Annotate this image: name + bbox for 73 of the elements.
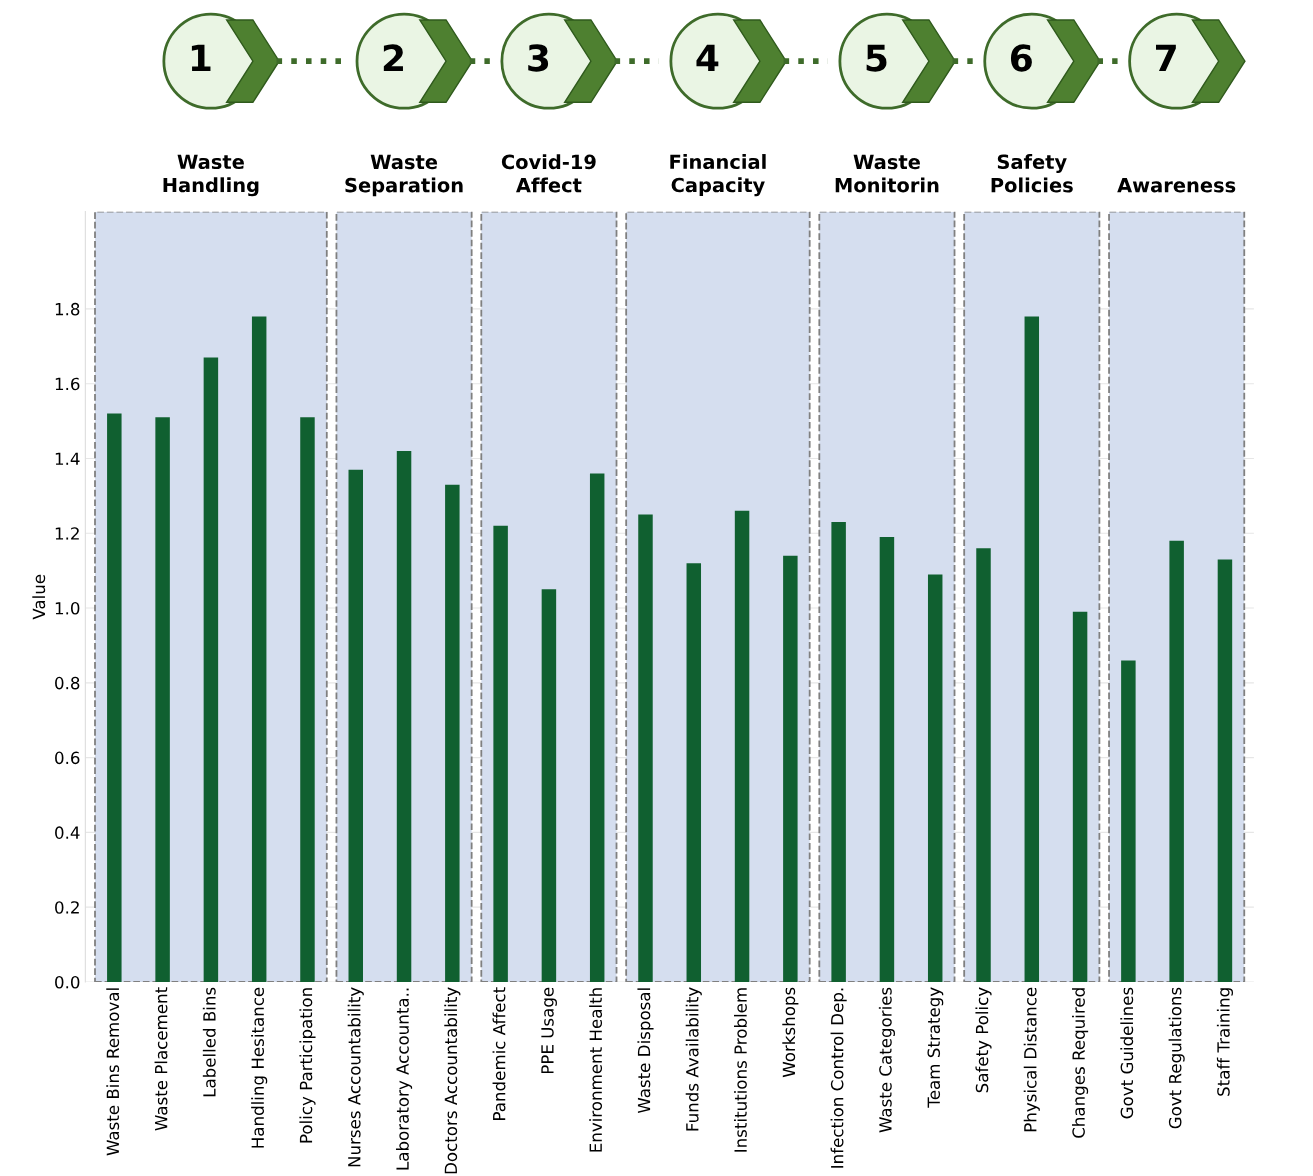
text: 1 [191,44,211,72]
bar [686,563,702,982]
bar [831,522,846,982]
bar [783,555,798,982]
bar [107,413,122,982]
bar [927,574,943,982]
bar [251,316,267,982]
text: 6 [1010,44,1032,72]
x-tick-label: Team Strategy [927,987,944,1108]
text: 5 [866,44,887,72]
bar [396,450,412,982]
bar [493,525,508,982]
band-label: Covid-19 Affect [501,154,596,193]
y-tick-label: 1.2 [55,527,79,540]
bar [1121,660,1136,982]
y-tick-label: 1.6 [55,377,80,391]
text: 4 [696,44,719,72]
y-tick-label: 0.6 [55,751,80,765]
y-axis-title: Value [32,574,46,620]
x-tick-label: Funds Availability [685,987,702,1131]
bar [1217,559,1233,982]
bar [300,417,315,982]
text: 2 [383,44,403,72]
x-tick-label: Waste Bins Removal [106,988,120,1156]
x-tick-label: Workshops [782,987,799,1078]
x-tick-label: Infection Control Dep. [830,988,847,1168]
band-label: Safety Policies [991,154,1073,193]
y-tick-label: 1.8 [55,302,80,316]
x-tick-label: Waste Categories [878,987,895,1133]
bar [203,357,219,982]
band-label: Financial Capacity [670,154,766,197]
x-tick-label: Safety Policy [975,987,992,1093]
bar [1072,611,1088,982]
y-tick-label: 0.0 [55,975,80,989]
x-tick-label: Institutions Problem [734,988,747,1152]
bar [348,469,363,982]
x-tick-label: Govt Guidelines [1120,987,1134,1119]
x-tick-label: Nurses Accountability [347,987,364,1167]
bar [976,548,991,982]
y-tick-label: 0.8 [55,676,80,690]
band-label: Awareness [1117,178,1236,193]
x-tick-label: Labelled Bins [202,987,216,1097]
bar [1024,316,1040,982]
bar [638,514,653,982]
y-tick-label: 0.4 [55,826,80,839]
bar [1169,540,1184,982]
band-label: Waste Handling [163,154,259,197]
bar [734,510,750,982]
bar [879,536,895,982]
bar [589,473,605,982]
bar [155,417,170,982]
bar [445,484,460,982]
x-tick-label: Changes Required [1072,988,1089,1138]
text: 3 [528,44,549,72]
x-tick-label: PPE Usage [541,987,557,1074]
y-tick-label: 1.4 [55,452,80,465]
bar [541,589,557,982]
y-tick-label: 0.2 [55,901,79,914]
x-tick-label: Physical Distance [1023,987,1040,1132]
text: 7 [1156,44,1176,72]
x-tick-label: Policy Participation [299,988,316,1143]
x-tick-label: Laboratory Accounta.. [395,988,413,1170]
x-tick-label: Pandemic Affect [492,987,506,1120]
x-tick-label: Waste Placement [154,987,168,1131]
band-label: Waste Monitorin [835,154,939,193]
x-tick-label: Staff Training [1216,988,1234,1096]
x-tick-label: Environment Health [589,988,603,1152]
x-tick-label: Waste Disposal [637,988,654,1114]
x-tick-label: Govt Regulations [1168,987,1185,1129]
y-tick-label: 1.0 [55,602,80,615]
band-label: Waste Separation [345,154,463,197]
x-tick-label: Handling Hesitance [251,987,268,1148]
x-tick-label: Doctors Accountability [444,987,461,1174]
